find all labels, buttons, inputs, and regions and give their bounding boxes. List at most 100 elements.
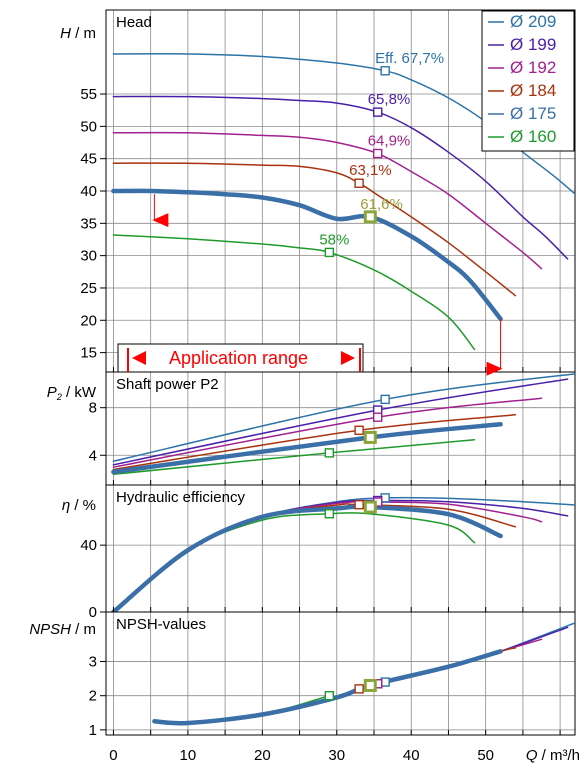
x-tick-label: 0	[109, 747, 117, 764]
y-tick-label: 45	[80, 151, 97, 168]
efficiency-label: 64,9%	[368, 133, 411, 150]
y-axis-label: NPSH / m	[29, 621, 96, 638]
y-tick-label: 2	[89, 688, 97, 705]
legend-box	[481, 10, 575, 152]
y-tick-label: 20	[80, 312, 97, 329]
panel-title: NPSH-values	[116, 616, 206, 633]
y-axis-symbol: P	[47, 384, 57, 401]
efficiency-label: 65,8%	[368, 91, 411, 108]
legend-label: Ø 192	[510, 58, 556, 77]
application-range-right-arrow	[341, 351, 355, 365]
operating-point-marker	[373, 412, 383, 422]
y-tick-label: 3	[89, 654, 97, 671]
x-tick-label: 20	[254, 747, 271, 764]
operating-point-marker	[373, 107, 383, 117]
operating-point-marker	[354, 500, 364, 510]
x-axis-unit: / m³/h	[537, 747, 580, 764]
operating-point-marker	[324, 448, 335, 458]
y-tick-label: 1	[89, 722, 97, 739]
x-axis-label: Q / m³/h	[526, 747, 580, 764]
operating-point-marker	[380, 394, 390, 405]
y-tick-label: 30	[80, 248, 97, 265]
operating-point-marker	[324, 509, 335, 519]
y-tick-label: 4	[89, 447, 97, 464]
y-tick-label: 0	[89, 604, 97, 621]
y-axis-label: η / %	[62, 497, 96, 514]
operating-point-marker	[363, 500, 377, 514]
series-line-3	[153, 647, 517, 725]
operating-point-marker	[324, 691, 335, 701]
y-tick-label: 55	[80, 86, 97, 103]
series-line-4	[111, 188, 503, 322]
panel-3: 1 2 3 NPSH-values NPSH / m	[29, 611, 576, 739]
y-axis-symbol: NPSH	[29, 621, 71, 638]
y-tick-label: 50	[80, 118, 97, 135]
y-axis-unit: / m	[71, 25, 96, 42]
range-min-arrow	[152, 213, 169, 228]
x-axis-symbol: Q	[526, 747, 538, 764]
y-tick-label: 8	[89, 400, 97, 417]
series-line-2	[112, 397, 543, 468]
x-tick-label: 10	[180, 747, 197, 764]
operating-point-marker	[324, 247, 335, 258]
series-group	[152, 622, 575, 726]
series-line-4	[111, 422, 503, 475]
legend-label: Ø 184	[510, 81, 556, 100]
y-tick-label: 40	[80, 537, 97, 554]
y-tick-label: 40	[80, 183, 97, 200]
y-tick-label: 25	[80, 280, 97, 297]
panel-frame	[105, 611, 576, 736]
series-line-5	[112, 234, 476, 351]
series-line-0	[112, 53, 575, 196]
y-axis-symbol: H	[60, 25, 71, 42]
legend-label: Ø 160	[510, 127, 556, 146]
y-axis-unit: / m	[71, 621, 96, 638]
y-axis-unit: / kW	[62, 384, 97, 401]
series-line-1	[112, 95, 569, 260]
application-range-box	[117, 343, 364, 373]
series-line-0	[153, 622, 575, 725]
efficiency-label: 61,6%	[360, 196, 403, 213]
panel-title: Head	[116, 14, 152, 31]
panel-title: Hydraulic efficiency	[116, 489, 245, 506]
series-line-3	[112, 162, 517, 297]
series-line-4	[111, 504, 503, 612]
legend-label: Ø 199	[510, 35, 556, 54]
series-line-3	[112, 414, 517, 471]
legend-label: Ø 209	[510, 12, 556, 31]
range-max-arrow	[486, 361, 503, 376]
panel-2: 0 40 Hydraulic efficiency η / %	[62, 484, 576, 621]
y-axis-label: P2 / kW	[47, 384, 97, 402]
series-line-4	[152, 649, 503, 726]
operating-point-marker	[373, 148, 383, 159]
efficiency-label: 58%	[319, 231, 349, 248]
series-group	[111, 496, 575, 612]
application-range-left-arrow	[132, 351, 146, 365]
operating-point-marker	[363, 430, 377, 444]
operating-point-marker	[363, 678, 377, 692]
y-axis-subscript: 2	[56, 392, 62, 402]
y-axis-unit: / %	[70, 497, 96, 514]
series-line-1	[112, 378, 569, 466]
y-axis-symbol: η	[62, 497, 70, 514]
operating-point-marker	[354, 178, 364, 188]
panel-1: 4 8 Shaft power P2 P2 / kW	[47, 371, 576, 486]
series-line-2	[153, 638, 543, 725]
panel-title: Shaft power P2	[116, 376, 219, 393]
application-range-label: Application range	[169, 348, 308, 368]
x-tick-label: 40	[403, 747, 420, 764]
operating-point-marker	[380, 66, 390, 76]
y-tick-label: 15	[80, 345, 97, 362]
y-tick-label: 35	[80, 215, 97, 232]
x-tick-label: 50	[477, 747, 494, 764]
y-axis-label: H / m	[60, 25, 96, 42]
efficiency-label: Eff. 67,7%	[375, 50, 444, 67]
legend-label: Ø 175	[510, 104, 556, 123]
operating-point-marker	[354, 684, 364, 694]
x-tick-label: 30	[328, 747, 345, 764]
operating-point-marker	[363, 210, 377, 224]
series-line-1	[153, 626, 569, 725]
operating-point-marker	[354, 425, 364, 435]
efficiency-label: 63,1%	[349, 162, 392, 179]
